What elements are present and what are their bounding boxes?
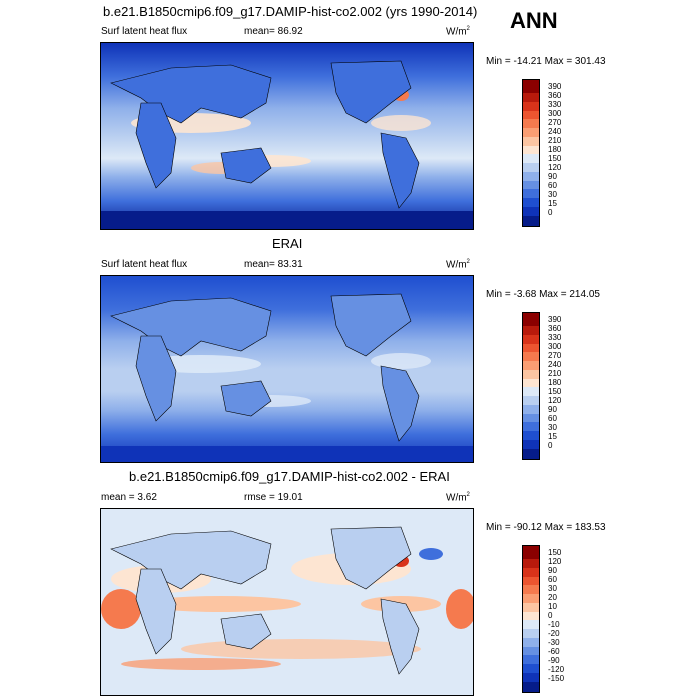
colorbar-tick: 390 <box>548 82 562 91</box>
colorbar-tick: 60 <box>548 414 557 423</box>
panel1-minmax-label: Min = -14.21 Max = 301.43 <box>486 56 606 67</box>
colorbar-tick: 30 <box>548 190 557 199</box>
panel1-variable-label: Surf latent heat flux <box>101 26 188 37</box>
colorbar-tick: 60 <box>548 575 557 584</box>
colorbar-tick: 60 <box>548 181 557 190</box>
panel1-title: b.e21.B1850cmip6.f09_g17.DAMIP-hist-co2.… <box>103 4 478 19</box>
panel1-colorbar <box>522 79 540 227</box>
panel3-minmax-label: Min = -90.12 Max = 183.53 <box>486 522 606 533</box>
colorbar-tick: 270 <box>548 351 562 360</box>
colorbar-tick: 360 <box>548 91 562 100</box>
colorbar-tick: 210 <box>548 369 562 378</box>
colorbar-tick: -20 <box>548 629 560 638</box>
colorbar-tick: 210 <box>548 136 562 145</box>
panel2-colorbar <box>522 312 540 460</box>
colorbar-tick: 120 <box>548 396 562 405</box>
colorbar-tick: 390 <box>548 315 562 324</box>
panel1-mean-label: mean= 86.92 <box>244 26 303 37</box>
colorbar-tick: 300 <box>548 342 562 351</box>
colorbar-tick: 15 <box>548 432 557 441</box>
season-label: ANN <box>510 8 558 33</box>
colorbar-tick: 20 <box>548 593 557 602</box>
colorbar-tick: 150 <box>548 548 562 557</box>
panel2-units-label: W/m2 <box>446 259 470 271</box>
panel1-colorbar-labels: 390 360 330 300 270 240 210 180 150 120 … <box>548 82 578 228</box>
colorbar-tick: 180 <box>548 145 562 154</box>
colorbar-tick: 90 <box>548 172 557 181</box>
panel1-map-field <box>101 43 473 229</box>
panel3-units-label: W/m2 <box>446 492 470 504</box>
colorbar-tick: 90 <box>548 566 557 575</box>
colorbar-tick: -120 <box>548 665 565 674</box>
colorbar-tick: -60 <box>548 647 560 656</box>
panel2-variable-label: Surf latent heat flux <box>101 259 188 270</box>
colorbar-tick: 0 <box>548 611 553 620</box>
colorbar-tick: 10 <box>548 602 557 611</box>
panel2-colorbar-labels: 390 360 330 300 270 240 210 180 150 120 … <box>548 315 578 461</box>
colorbar-tick: 120 <box>548 557 562 566</box>
colorbar-tick: 150 <box>548 387 562 396</box>
colorbar-tick: 300 <box>548 109 562 118</box>
colorbar-tick: 180 <box>548 378 562 387</box>
panel3-title: b.e21.B1850cmip6.f09_g17.DAMIP-hist-co2.… <box>129 469 450 484</box>
colorbar-tick: 30 <box>548 584 557 593</box>
colorbar-tick: 240 <box>548 127 562 136</box>
panel2-mean-label: mean= 83.31 <box>244 259 303 270</box>
panel3-rmse-label: rmse = 19.01 <box>244 492 303 503</box>
colorbar-tick: 270 <box>548 118 562 127</box>
panel1-map <box>100 42 474 230</box>
colorbar-tick: -10 <box>548 620 560 629</box>
panel2-minmax-label: Min = -3.68 Max = 214.05 <box>486 289 600 300</box>
panel3-colorbar <box>522 545 540 693</box>
colorbar-tick: -90 <box>548 656 560 665</box>
colorbar-tick: 0 <box>548 208 553 217</box>
panel3-map-field <box>101 509 473 695</box>
colorbar-tick: 90 <box>548 405 557 414</box>
colorbar-tick: 0 <box>548 441 553 450</box>
panel2-map-field <box>101 276 473 462</box>
colorbar-tick: 330 <box>548 333 562 342</box>
panel1-units-label: W/m2 <box>446 26 470 38</box>
colorbar-tick: 15 <box>548 199 557 208</box>
colorbar-tick: 330 <box>548 100 562 109</box>
colorbar-tick: -150 <box>548 674 565 683</box>
colorbar-tick: -30 <box>548 638 560 647</box>
panel2-map <box>100 275 474 463</box>
colorbar-tick: 30 <box>548 423 557 432</box>
panel3-mean-label: mean = 3.62 <box>101 492 157 503</box>
panel3-map <box>100 508 474 696</box>
colorbar-tick: 360 <box>548 324 562 333</box>
panel2-title: ERAI <box>272 236 303 251</box>
colorbar-tick: 150 <box>548 154 562 163</box>
colorbar-tick: 240 <box>548 360 562 369</box>
colorbar-tick: 120 <box>548 163 562 172</box>
panel3-colorbar-labels: 150 120 90 60 30 20 10 0 -10 -20 -30 -60… <box>548 548 578 694</box>
